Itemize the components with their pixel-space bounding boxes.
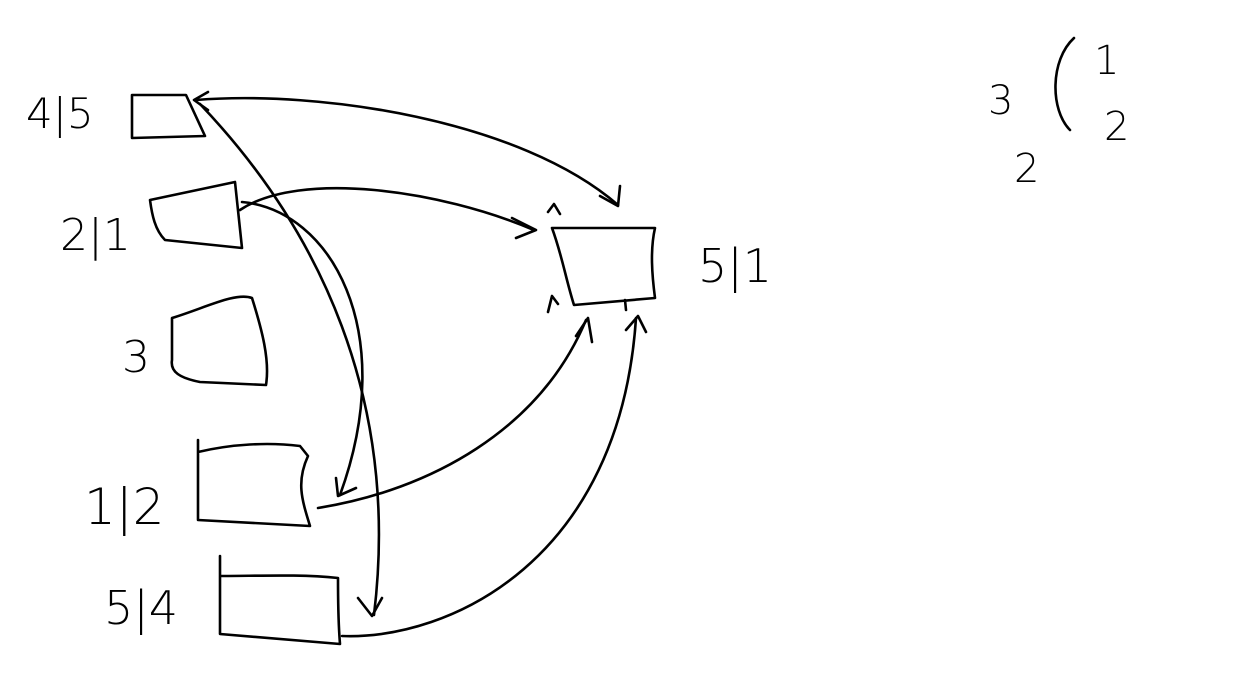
arrowhead-end-icon [356,596,384,618]
note-left-top: 3 [988,78,1013,124]
node-3-label: 3 [122,332,150,383]
edge-4-5-to-5-1 [192,90,622,208]
arrowhead-end-icon [510,216,538,240]
node-4-5-label: 4|5 [26,89,94,138]
node-3: 3 [122,295,269,387]
note-right-bottom: 2 [1104,104,1129,150]
note-bracket [1054,36,1076,132]
note-left-bottom: 2 [1014,146,1039,192]
edge-4-5-to-5-4-line [198,102,381,617]
edge-5-4-to-5-1-line [340,316,638,638]
node-1-2-label: 1|2 [84,478,164,536]
arrowhead-end-icon [624,314,648,334]
node-5-1-box [550,226,657,307]
note-right-top: 1 [1094,38,1119,84]
edge-1-2-to-5-1 [316,316,594,510]
note-formula: 3 2 1 2 [988,36,1129,192]
arrowhead-end-icon [574,316,594,344]
node-5-1-label: 5|1 [698,239,772,294]
node-5-4: 5|4 [104,554,342,646]
tick-mark [546,202,562,216]
node-3-box [170,295,269,387]
node-5-4-box [218,554,342,646]
tick-mark [623,298,628,312]
node-4-5-box [130,93,207,140]
node-2-1-box [148,180,244,250]
edge-4-5-to-5-4 [198,102,384,618]
node-2-1: 2|1 [60,180,244,261]
edge-1-2-to-5-1-line [316,318,588,510]
edge-2-1-to-1-2-line [240,200,364,497]
arrowhead-end-icon [598,184,622,208]
edge-2-1-to-1-2 [240,200,364,498]
node-1-2-box [196,438,312,528]
node-5-4-label: 5|4 [104,581,178,636]
node-1-2: 1|2 [84,438,312,536]
edge-2-1-to-5-1-line [238,186,536,232]
arrowhead-start-icon [192,90,210,112]
edge-5-4-to-5-1 [340,314,648,638]
edge-4-5-to-5-1-line [194,96,620,207]
node-2-1-label: 2|1 [60,210,131,261]
node-4-5: 4|5 [26,89,207,140]
arrowhead-end-icon [334,476,358,498]
node-5-1: 5|1 [550,226,772,307]
tick-mark [546,294,560,314]
edge-2-1-to-5-1 [238,186,538,240]
